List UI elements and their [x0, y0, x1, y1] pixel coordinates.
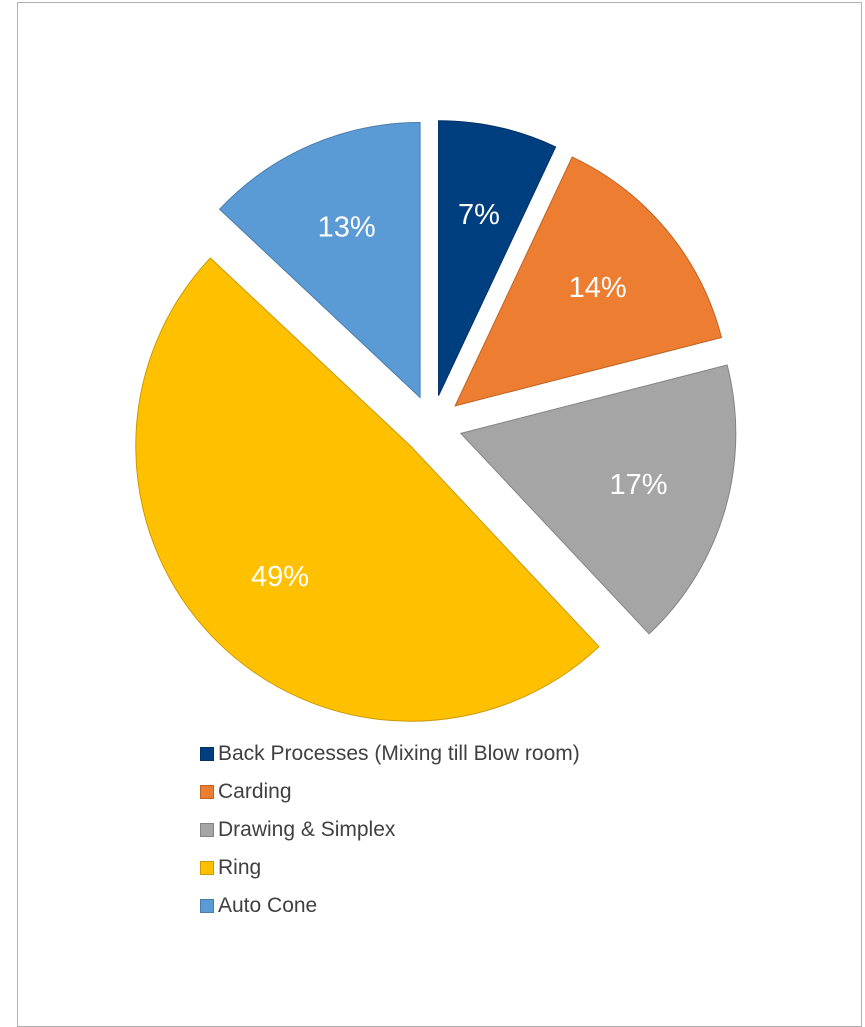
- pie-slice-back-processes-mixing-till-blow-room: [438, 120, 557, 396]
- data-label: 13%: [318, 212, 376, 244]
- pie-slice-carding: [454, 156, 723, 407]
- legend-swatch: [200, 823, 214, 837]
- pie-slices: [135, 120, 737, 722]
- legend-label: Back Processes (Mixing till Blow room): [218, 742, 580, 765]
- legend-item-ring: Ring: [200, 849, 580, 887]
- legend-label: Carding: [218, 780, 292, 803]
- pie-slice-auto-cone: [218, 121, 421, 399]
- data-label: 49%: [251, 561, 309, 593]
- data-label: 7%: [458, 199, 500, 231]
- legend-item-auto-cone: Auto Cone: [200, 887, 580, 925]
- pie-slice-ring: [135, 257, 600, 722]
- pie-slice-drawing-simplex: [459, 364, 737, 635]
- legend: Back Processes (Mixing till Blow room) C…: [200, 735, 580, 925]
- legend-label: Auto Cone: [218, 894, 318, 917]
- legend-swatch: [200, 785, 214, 799]
- data-label: 17%: [609, 469, 667, 501]
- data-label: 14%: [569, 272, 627, 304]
- legend-swatch: [200, 747, 214, 761]
- legend-item-carding: Carding: [200, 773, 580, 811]
- legend-label: Drawing & Simplex: [218, 818, 396, 841]
- legend-item-back-processes: Back Processes (Mixing till Blow room): [200, 735, 580, 773]
- pie-data-labels: 7% 14% 17% 49% 13%: [251, 199, 668, 593]
- legend-label: Ring: [218, 856, 262, 879]
- legend-item-drawing-simplex: Drawing & Simplex: [200, 811, 580, 849]
- legend-swatch: [200, 861, 214, 875]
- legend-swatch: [200, 899, 214, 913]
